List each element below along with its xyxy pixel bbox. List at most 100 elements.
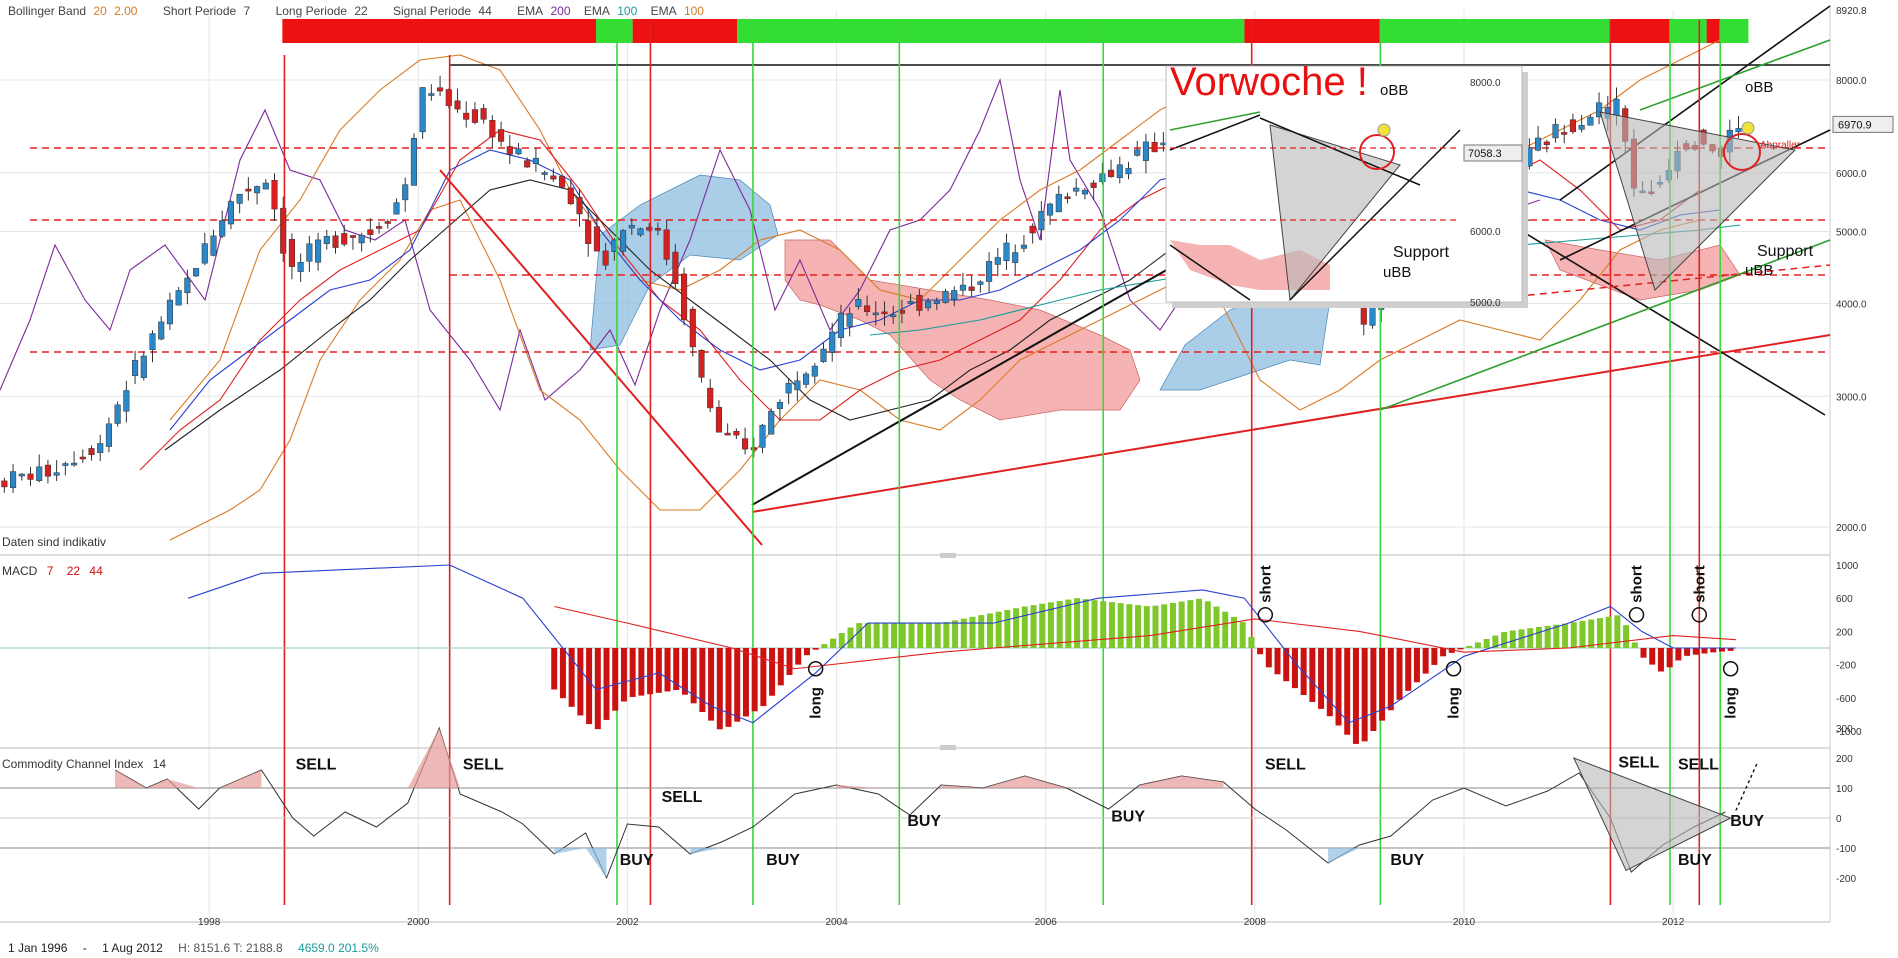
blue-cloud-2008 — [1159, 284, 1331, 391]
candle-body — [559, 176, 566, 188]
macd-bar — [1718, 648, 1725, 652]
macd-bar — [777, 648, 784, 686]
cci-pos-1 — [115, 770, 199, 788]
candle-body — [654, 228, 661, 231]
candle-body — [105, 423, 112, 447]
candle-body — [942, 290, 949, 304]
black-channel-top — [1559, 5, 1831, 201]
candle-body — [1587, 116, 1594, 126]
candle-body — [1055, 193, 1062, 213]
macd-line — [188, 564, 1736, 724]
macd-bar — [1509, 630, 1516, 648]
inset-price-box — [1463, 144, 1523, 162]
candle-body — [515, 148, 522, 155]
candle-body — [376, 226, 383, 229]
macd-bar — [1100, 601, 1107, 648]
candle-body — [1735, 128, 1742, 133]
candle-body — [1, 480, 8, 488]
trend-segment-5 — [1380, 19, 1611, 43]
macd-bar — [1352, 648, 1359, 744]
macd-bar — [838, 633, 845, 648]
cci-signal-sell: SELL — [1678, 757, 1719, 774]
cci-signal-sell: SELL — [1618, 755, 1659, 772]
candle-body — [541, 172, 548, 175]
cci-pos-5 — [941, 776, 1067, 788]
candle-body — [715, 406, 722, 433]
cci-tick: -200 — [1836, 874, 1856, 885]
cci-line — [114, 726, 1726, 880]
macd-bar — [681, 648, 688, 695]
footer-change: 4659.0 201.5% — [298, 941, 379, 955]
inset-tick-8000: 8000.0 — [1470, 78, 1501, 89]
signal-val: 44 — [478, 4, 492, 18]
macd-tick: -600 — [1836, 694, 1856, 705]
candle-body — [1012, 252, 1019, 263]
candle-body — [994, 257, 1001, 265]
candle-body — [315, 239, 322, 263]
candle-body — [585, 220, 592, 244]
macd-label: MACD — [2, 564, 38, 578]
inset-title: Vorwoche ! — [1170, 60, 1368, 104]
candle-body — [986, 261, 993, 282]
macd-bar — [1501, 632, 1508, 648]
macd-bar — [1030, 605, 1037, 648]
macd-bar — [1222, 611, 1229, 648]
macd-bar — [1440, 648, 1447, 657]
ichimoku-clouds — [589, 174, 1741, 421]
year-tick: 2012 — [1662, 917, 1685, 928]
macd-signal-line — [554, 605, 1736, 670]
red-cloud-2003 — [784, 239, 1141, 421]
signal-label: Signal Periode — [393, 4, 472, 18]
macd-bar — [1396, 648, 1403, 700]
candle-body — [1090, 182, 1097, 188]
trend-segment-1 — [596, 19, 633, 43]
candle-body — [506, 146, 513, 155]
macd-signal-circle-0 — [807, 661, 824, 677]
macd-bar — [1257, 648, 1264, 655]
macd-bar — [1318, 648, 1325, 709]
candle-body — [532, 157, 539, 165]
macd-bar — [952, 620, 959, 648]
macd-bar — [1727, 648, 1734, 651]
macd-signal-circle-5 — [1722, 661, 1739, 677]
macd-bar — [1152, 605, 1159, 648]
cci-signal-buy: BUY — [1678, 852, 1712, 869]
candle-body — [463, 112, 470, 120]
bb-label: Bollinger Band — [8, 4, 87, 18]
candle-body — [750, 447, 757, 451]
macd-bar — [1013, 608, 1020, 648]
cci-arrow — [1735, 763, 1758, 811]
candle-body — [210, 235, 217, 256]
macd-bar — [1283, 648, 1290, 682]
candle-body — [201, 243, 208, 264]
cci-signal-sell: SELL — [296, 757, 337, 774]
inset-circle — [1359, 134, 1395, 170]
price-tick: 2000.0 — [1836, 523, 1867, 534]
macd-bar — [1483, 639, 1490, 648]
candle-body — [367, 229, 374, 235]
macd-bar — [716, 648, 723, 730]
macd-signal-short: short — [1691, 565, 1708, 603]
macd-bar — [1248, 636, 1255, 648]
macd-bar — [873, 623, 880, 648]
macd-bar — [1518, 629, 1525, 648]
macd-bar — [577, 648, 584, 716]
macd-signal-long: long — [1446, 687, 1463, 719]
trend-segment-3 — [737, 19, 1245, 43]
candle-body — [288, 239, 295, 267]
ema1-val: 200 — [550, 4, 571, 18]
macd-bar — [1213, 606, 1220, 648]
candle-body — [219, 220, 226, 237]
candle-body — [471, 109, 478, 123]
candle-body — [890, 314, 897, 318]
candle-body — [498, 129, 505, 142]
candle-body — [855, 299, 862, 307]
macd-tick: 200 — [1836, 627, 1853, 638]
macd-bar — [1309, 648, 1316, 702]
ema3-label: EMA — [650, 4, 677, 18]
candle-body — [175, 290, 182, 306]
triangle-2012 — [1599, 111, 1797, 291]
candle-body — [829, 331, 836, 353]
macd-bar — [647, 648, 654, 695]
cci-tick: -100 — [1836, 844, 1856, 855]
